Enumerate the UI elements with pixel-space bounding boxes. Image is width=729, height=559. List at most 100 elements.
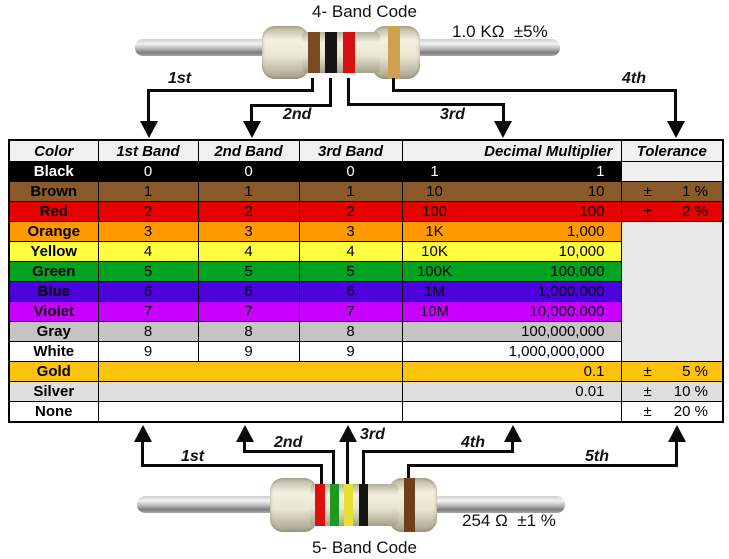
arrow-line — [407, 464, 410, 481]
arrow-line — [320, 464, 323, 486]
table-row-gray: Gray 8 8 8 100,000,000 — [8, 321, 723, 342]
multiplier-value: 100,000,000 — [521, 323, 605, 340]
band-value-cell: 8 — [298, 321, 403, 342]
multiplier-shorthand: 10 — [426, 183, 443, 200]
band-value-cell: 6 — [197, 281, 300, 302]
band-value-cell: 1 — [97, 181, 199, 202]
red-band — [343, 32, 355, 73]
arrow-line — [502, 103, 505, 123]
color-name-cell: Yellow — [8, 241, 99, 262]
table-row-black: Black 0 0 0 1 1 — [8, 161, 724, 182]
band-value-cell: 7 — [97, 301, 199, 322]
color-name-cell: Violet — [8, 301, 99, 322]
band-value-cell: 1 — [197, 181, 300, 202]
multiplier-value: 10,000,000 — [529, 303, 605, 320]
brown-band — [404, 478, 415, 532]
multiplier-cell: 10K 10,000 — [401, 241, 622, 262]
color-name-cell: Gray — [8, 321, 99, 342]
table-row-brown: Brown 1 1 1 10 10 ±1 % — [8, 181, 724, 202]
arrow-line — [332, 450, 335, 486]
arrow-line — [243, 450, 335, 453]
band-value-cell: 9 — [197, 341, 300, 362]
tolerance-cell: ±2 % — [620, 201, 724, 222]
bands-merged-cell — [97, 381, 403, 402]
four-band-resistor — [262, 26, 420, 79]
table-row-orange: Orange 3 3 3 1K 1,000 — [8, 221, 724, 362]
four-band-value-label: 1.0 KΩ ±5% — [452, 22, 548, 41]
column-header-2nd-band: 2nd Band — [197, 139, 300, 162]
multiplier-shorthand: 10M — [419, 303, 450, 320]
arrow-up-icon — [668, 425, 686, 442]
table-header-row: Color 1st Band 2nd Band 3rd Band Decimal Mul… — [8, 139, 724, 162]
arrow-line — [392, 78, 395, 92]
tolerance-cell — [620, 161, 724, 182]
arrow-label-2nd-bottom: 2nd — [274, 434, 303, 451]
color-name-cell: None — [8, 401, 99, 423]
multiplier-value: 1,000 — [566, 223, 605, 240]
band-value-cell: 0 — [97, 161, 199, 182]
band-value-cell: 5 — [97, 261, 199, 282]
tolerance-value: 2 % — [682, 203, 708, 220]
color-name-cell: Green — [8, 261, 99, 282]
band-value-cell: 9 — [97, 341, 199, 362]
arrow-label-2nd-top: 2nd — [283, 106, 312, 123]
table-row-green: Green 5 5 5 100K 100,000 — [8, 261, 723, 282]
column-header-color: Color — [8, 139, 99, 162]
band-value-cell: 5 — [298, 261, 403, 282]
brown-band — [308, 32, 320, 73]
tolerance-value: 5 % — [682, 363, 708, 380]
band-value-cell: 0 — [197, 161, 300, 182]
arrow-down-icon — [494, 121, 512, 138]
color-name-cell: Black — [8, 161, 99, 182]
arrow-line — [147, 89, 314, 92]
band-value-cell: 8 — [197, 321, 300, 342]
band-value-cell: 2 — [298, 201, 403, 222]
multiplier-value: 0.01 — [575, 383, 605, 400]
arrow-up-icon — [134, 425, 152, 442]
table-row-yellow: Yellow 4 4 4 10K 10,000 — [8, 241, 723, 262]
tolerance-value: 10 % — [673, 383, 708, 400]
red-band — [315, 484, 325, 526]
multiplier-cell: 10M 10,000,000 — [401, 301, 622, 322]
column-header-tolerance: Tolerance — [620, 139, 724, 162]
multiplier-cell: 100,000,000 — [401, 321, 622, 342]
plus-minus-sign: ± — [643, 363, 652, 380]
color-name-cell: Gold — [8, 361, 99, 382]
tolerance-cell: ±10 % — [620, 381, 724, 402]
arrow-label-3rd-bottom: 3rd — [360, 426, 385, 443]
color-name-cell: Brown — [8, 181, 99, 202]
tolerance-cell — [620, 221, 724, 362]
table-row-white: White 9 9 9 1,000,000,000 — [8, 341, 723, 362]
table-row-red: Red 2 2 2 100 100 ±2 % — [8, 201, 724, 222]
band-value-cell: 3 — [197, 221, 300, 242]
multiplier-shorthand: 1K — [425, 223, 444, 240]
color-name-cell: Orange — [8, 221, 99, 242]
band-value-cell: 4 — [298, 241, 403, 262]
arrow-down-icon — [140, 121, 158, 138]
arrow-down-icon — [667, 121, 685, 138]
band-value-cell: 7 — [298, 301, 403, 322]
arrow-down-icon — [243, 121, 261, 138]
table-row-gold: Gold 0.1 ±5 % — [8, 361, 724, 382]
band-value-cell: 5 — [197, 261, 300, 282]
multiplier-cell: 1K 1,000 — [401, 221, 622, 242]
arrow-line — [346, 440, 349, 486]
band-value-cell: 1 — [298, 181, 403, 202]
plus-minus-sign: ± — [643, 383, 652, 400]
band-value-cell: 3 — [97, 221, 199, 242]
yellow-band — [344, 484, 353, 526]
arrow-label-1st-bottom: 1st — [181, 448, 205, 465]
multiplier-cell: 10 10 — [401, 181, 622, 202]
gold-band — [388, 26, 400, 79]
multiplier-value: 0.1 — [583, 363, 605, 380]
arrow-line — [311, 78, 314, 92]
five-band-value-label: 254 Ω ±1 % — [462, 511, 556, 530]
multiplier-cell — [401, 401, 622, 423]
multiplier-shorthand: 100 — [421, 203, 448, 220]
multiplier-value: 1,000,000 — [537, 283, 605, 300]
arrow-line — [250, 104, 253, 123]
arrow-label-1st-top: 1st — [168, 70, 192, 87]
arrow-line — [141, 440, 144, 467]
arrow-line — [250, 104, 332, 107]
arrow-label-4th-bottom: 4th — [461, 434, 485, 451]
